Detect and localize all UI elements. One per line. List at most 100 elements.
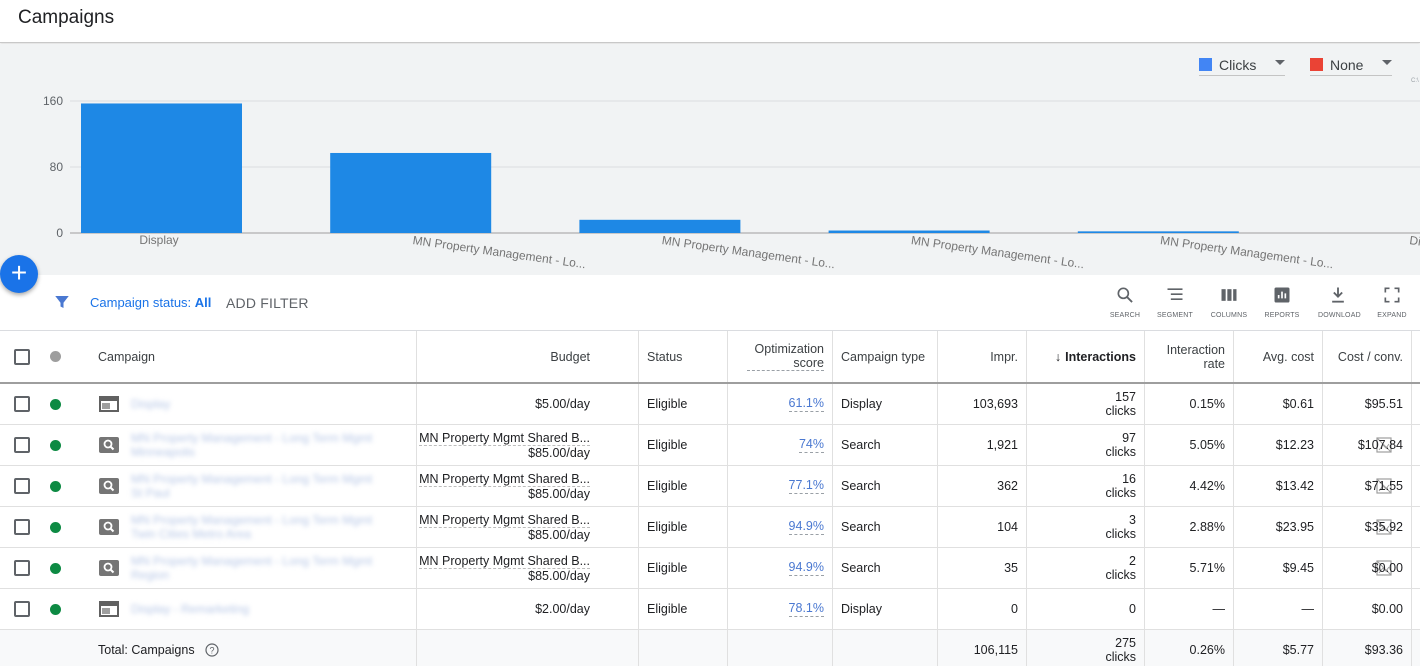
campaign-name-link[interactable]: MN Property Management - Long Term Mgmt bbox=[131, 472, 373, 486]
optimization-score-link[interactable]: 94.9% bbox=[788, 519, 824, 535]
budget-amount[interactable]: $2.00/day bbox=[535, 602, 590, 616]
campaign-name-link[interactable]: Display - Remarketing bbox=[131, 602, 250, 616]
select-all-checkbox[interactable] bbox=[14, 331, 30, 382]
campaign-name-link[interactable]: MN Property Management - Long Term Mgmt bbox=[131, 513, 373, 527]
status-enabled-dot[interactable] bbox=[50, 425, 61, 465]
status-enabled-dot[interactable] bbox=[50, 589, 61, 629]
header-interactions[interactable]: ↓ Interactions bbox=[1026, 331, 1136, 382]
table-row[interactable]: Display - Remarketing $2.00/day Eligible 78… bbox=[0, 589, 1420, 630]
interactions-value: 0 bbox=[1129, 602, 1136, 616]
optimization-score-link[interactable]: 77.1% bbox=[788, 478, 824, 494]
table-row[interactable]: MN Property Management - Long Term Mgmt T… bbox=[0, 507, 1420, 548]
interactions-value: 2 bbox=[1129, 554, 1136, 568]
status-enabled-dot[interactable] bbox=[50, 384, 61, 424]
interactions-unit: clicks bbox=[1105, 527, 1136, 541]
header-campaign[interactable]: Campaign bbox=[98, 349, 155, 364]
header-impressions[interactable]: Impr. bbox=[990, 349, 1018, 364]
metric-color-swatch bbox=[1199, 58, 1212, 71]
header-cost-per-conv[interactable]: Cost / conv. bbox=[1337, 349, 1403, 364]
avg-cost-cell: $13.42 bbox=[1275, 479, 1314, 493]
chart-corner-mark: C:\ bbox=[1411, 78, 1419, 84]
reports-tool-button[interactable]: REPORTS bbox=[1262, 285, 1302, 319]
columns-tool-button[interactable]: COLUMNS bbox=[1209, 285, 1249, 319]
budget-amount: $85.00/day bbox=[528, 486, 590, 501]
chart-bar[interactable] bbox=[579, 219, 741, 233]
chart-bar[interactable] bbox=[81, 103, 242, 233]
add-campaign-button[interactable]: + bbox=[0, 255, 38, 293]
status-dot-header bbox=[50, 331, 61, 382]
campaign-name-cell: MN Property Management - Long Term Mgmt R… bbox=[131, 548, 401, 588]
optimization-score-link[interactable]: 94.9% bbox=[788, 560, 824, 576]
status-cell: Eligible bbox=[647, 602, 688, 616]
campaign-name-line2: Region bbox=[131, 568, 170, 582]
campaign-name-link[interactable]: Display bbox=[131, 397, 171, 411]
total-avg-cost: $5.77 bbox=[1282, 643, 1314, 657]
optimization-score-link[interactable]: 74% bbox=[798, 437, 824, 453]
dropdown-arrow-icon bbox=[1382, 60, 1392, 65]
search-tool-button[interactable]: SEARCH bbox=[1105, 285, 1145, 319]
download-tool-button[interactable]: DOWNLOAD bbox=[1318, 285, 1361, 319]
interactions-value: 97 bbox=[1122, 431, 1136, 445]
optimization-score-link[interactable]: 61.1% bbox=[788, 396, 824, 412]
campaign-status-filter[interactable]: Campaign status: All bbox=[90, 295, 211, 310]
header-campaign-type[interactable]: Campaign type bbox=[841, 349, 926, 364]
interactions-value: 3 bbox=[1129, 513, 1136, 527]
row-checkbox[interactable] bbox=[14, 425, 30, 465]
avg-cost-cell: $23.95 bbox=[1275, 520, 1314, 534]
shared-budget-link[interactable]: MN Property Mgmt Shared B... bbox=[419, 512, 590, 528]
row-checkbox[interactable] bbox=[14, 466, 30, 506]
table-row[interactable]: MN Property Management - Long Term Mgmt S… bbox=[0, 466, 1420, 507]
header-status[interactable]: Status bbox=[647, 349, 683, 364]
budget-cell: $5.00/day bbox=[416, 384, 590, 424]
campaign-name-link[interactable]: MN Property Management - Long Term Mgmt bbox=[131, 431, 373, 445]
status-filter-label: Campaign status: bbox=[90, 295, 192, 310]
table-row[interactable]: MN Property Management - Long Term Mgmt M… bbox=[0, 425, 1420, 466]
budget-amount: $85.00/day bbox=[528, 527, 590, 542]
status-enabled-dot[interactable] bbox=[50, 507, 61, 547]
metric-selector-secondary[interactable]: None bbox=[1310, 54, 1392, 76]
status-cell: Eligible bbox=[647, 438, 688, 452]
no-image-icon bbox=[1376, 560, 1392, 576]
help-icon[interactable]: ? bbox=[204, 643, 219, 657]
table-row[interactable]: MN Property Management - Long Term Mgmt R… bbox=[0, 548, 1420, 589]
header-interaction-rate[interactable]: Interaction rate bbox=[1144, 331, 1225, 382]
campaign-name-line2: Twin Cities Metro Area bbox=[131, 527, 252, 541]
row-checkbox[interactable] bbox=[14, 548, 30, 588]
filter-icon[interactable] bbox=[53, 293, 71, 311]
add-filter-button[interactable]: ADD FILTER bbox=[226, 295, 309, 311]
segment-tool-button[interactable]: SEGMENT bbox=[1155, 285, 1195, 319]
search-campaign-icon bbox=[99, 507, 119, 547]
header-avg-cost[interactable]: Avg. cost bbox=[1262, 349, 1314, 364]
metric-selector-primary[interactable]: Clicks bbox=[1199, 54, 1285, 76]
status-enabled-dot[interactable] bbox=[50, 548, 61, 588]
budget-amount: $85.00/day bbox=[528, 568, 590, 583]
campaign-name-cell: MN Property Management - Long Term Mgmt S… bbox=[131, 466, 401, 506]
campaign-name-cell: Display - Remarketing bbox=[131, 589, 401, 629]
table-row[interactable]: Display $5.00/day Eligible 61.1% Display 103,… bbox=[0, 384, 1420, 425]
optimization-score-link[interactable]: 78.1% bbox=[788, 601, 824, 617]
row-checkbox[interactable] bbox=[14, 589, 30, 629]
chart-bar[interactable] bbox=[828, 230, 990, 233]
search-campaign-icon bbox=[99, 466, 119, 506]
shared-budget-link[interactable]: MN Property Mgmt Shared B... bbox=[419, 471, 590, 487]
bar-chart: 0 80 160 Display MN Property Management - Lo… bbox=[43, 94, 1420, 271]
display-campaign-icon bbox=[99, 589, 119, 629]
budget-amount: $85.00/day bbox=[528, 445, 590, 460]
row-checkbox[interactable] bbox=[14, 507, 30, 547]
chart-bar[interactable] bbox=[1077, 231, 1239, 233]
chart-bar[interactable] bbox=[330, 152, 492, 233]
campaign-name-link[interactable]: MN Property Management - Long Term Mgmt bbox=[131, 554, 373, 568]
budget-amount[interactable]: $5.00/day bbox=[535, 397, 590, 411]
interactions-value: 157 bbox=[1115, 390, 1136, 404]
expand-tool-button[interactable]: EXPAND bbox=[1372, 285, 1412, 319]
shared-budget-link[interactable]: MN Property Mgmt Shared B... bbox=[419, 430, 590, 446]
row-checkbox[interactable] bbox=[14, 384, 30, 424]
shared-budget-link[interactable]: MN Property Mgmt Shared B... bbox=[419, 553, 590, 569]
interactions-cell: 157 clicks bbox=[1026, 384, 1136, 424]
optimization-score-cell: 94.9% bbox=[727, 548, 824, 588]
header-optimization-score[interactable]: Optimization score bbox=[727, 331, 824, 382]
cost-per-conv-cell: $35.92 bbox=[1364, 520, 1403, 534]
header-budget[interactable]: Budget bbox=[550, 349, 590, 364]
total-label-text: Total: Campaigns bbox=[98, 643, 195, 657]
status-enabled-dot[interactable] bbox=[50, 466, 61, 506]
